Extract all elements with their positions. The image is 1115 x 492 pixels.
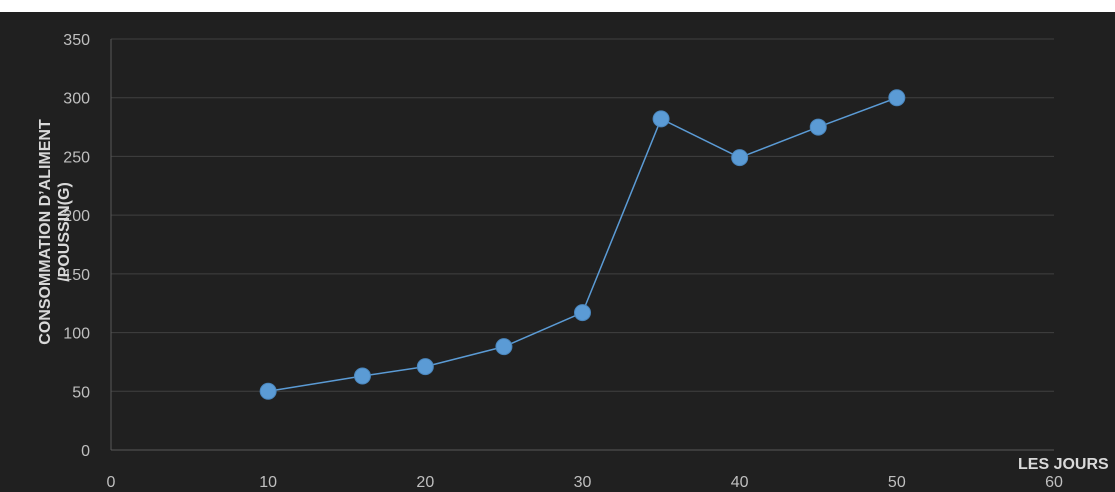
x-tick-label: 30: [574, 474, 592, 491]
series-line: [268, 97, 898, 393]
data-point: [416, 358, 434, 376]
y-axis-title-line-1: CONSOMMATION D’ALIMENT: [37, 119, 54, 345]
y-tick-label: 100: [63, 326, 90, 343]
y-tick-label: 200: [63, 208, 90, 225]
line-chart: 0 50 100 150 200 250 300 350 0 10 20 30 40 50 60 CONS…: [37, 32, 1109, 491]
x-tick-label: 10: [259, 474, 277, 491]
axes: [110, 39, 1054, 451]
x-tick-label: 60: [1045, 474, 1063, 491]
y-tick-labels: 0 50 100 150 200 250 300 350: [63, 32, 90, 460]
y-tick-label: 300: [63, 91, 90, 108]
data-point: [652, 110, 670, 128]
data-point: [353, 367, 371, 385]
data-point: [259, 382, 277, 400]
y-tick-label: 250: [63, 149, 90, 166]
x-tick-label: 50: [888, 474, 906, 491]
y-axis-title-line-2: /POUSSIN(G): [56, 182, 73, 282]
x-tick-labels: 0 10 20 30 40 50 60: [107, 474, 1063, 491]
y-tick-label: 150: [63, 267, 90, 284]
x-tick-label: 0: [107, 474, 116, 491]
data-point: [495, 338, 513, 356]
y-tick-label: 50: [72, 384, 90, 401]
chart-area: 0 50 100 150 200 250 300 350 0 10 20 30 40 50 60 CONS…: [0, 12, 1115, 492]
data-points: [259, 89, 906, 400]
data-point: [574, 304, 591, 322]
y-tick-label: 350: [63, 32, 90, 49]
data-point: [731, 149, 749, 167]
x-tick-label: 40: [731, 474, 749, 491]
x-tick-label: 20: [416, 474, 434, 491]
data-point: [809, 118, 827, 136]
data-point: [888, 89, 906, 107]
y-tick-label: 0: [81, 443, 90, 460]
x-axis-title: LES JOURS: [1018, 456, 1109, 473]
series-line: [268, 97, 898, 393]
gridlines: [111, 38, 1054, 392]
